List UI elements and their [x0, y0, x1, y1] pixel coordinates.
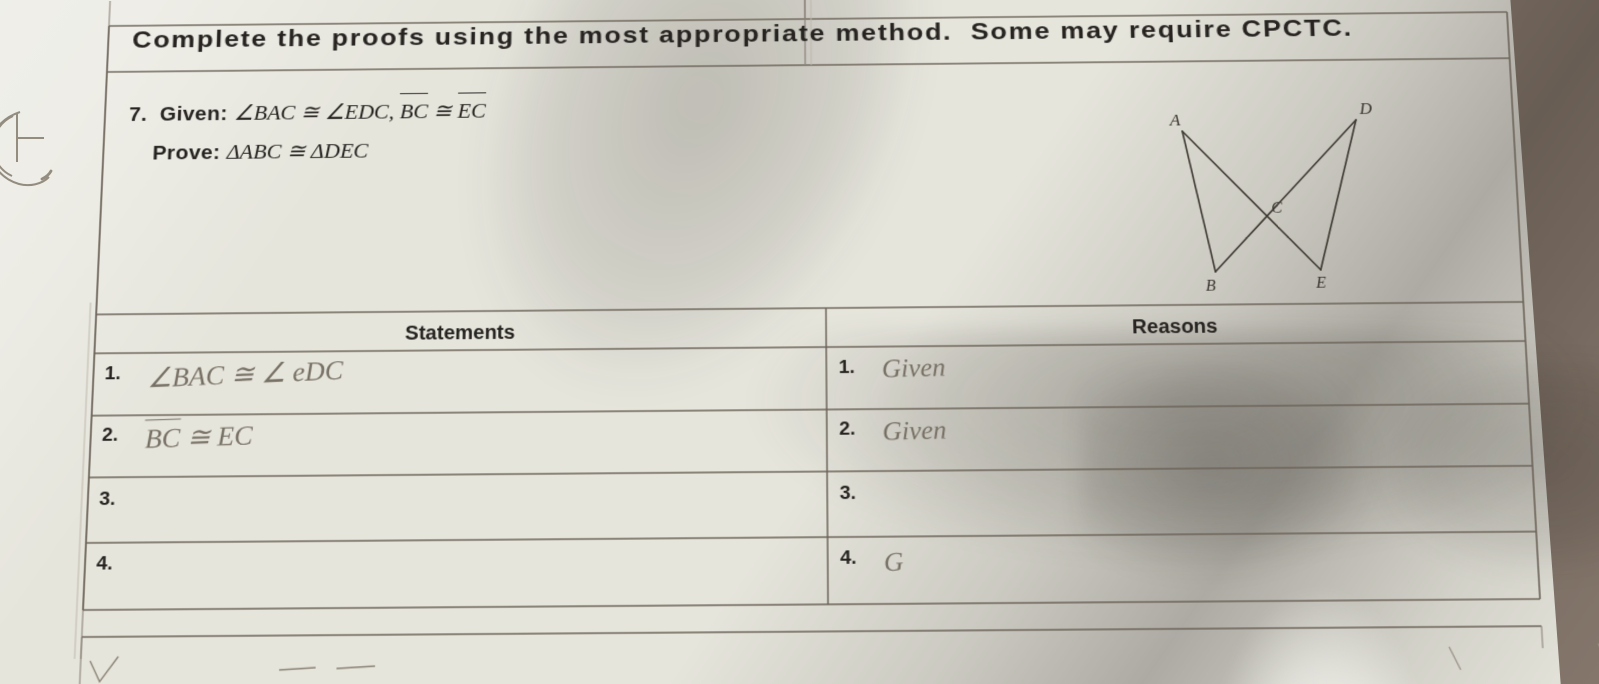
svg-text:D: D [1358, 99, 1372, 118]
svg-text:B: B [1205, 277, 1216, 295]
svg-text:E: E [1315, 274, 1327, 292]
svg-text:A: A [1168, 110, 1181, 129]
svg-text:C: C [1271, 199, 1283, 216]
